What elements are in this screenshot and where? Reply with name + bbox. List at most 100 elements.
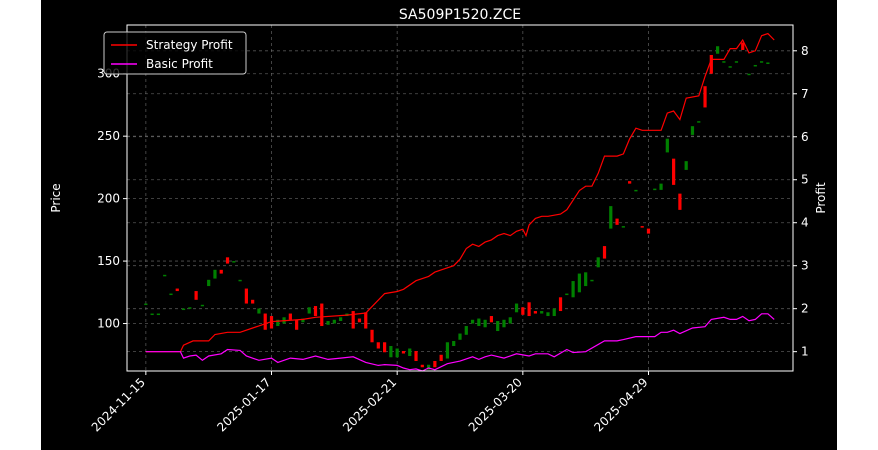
candle [295, 319, 299, 330]
candle [426, 364, 431, 370]
candle [326, 321, 330, 325]
y-right-tick-label: 1 [801, 345, 809, 359]
candle [238, 279, 242, 282]
candle [163, 274, 167, 277]
candle [263, 313, 267, 330]
candle [351, 311, 355, 329]
candle [502, 319, 506, 328]
y-axis-right-label: Profit [814, 182, 828, 214]
candle [276, 319, 280, 327]
y-axis-right: 1 2 3 4 5 6 7 8 [793, 44, 809, 359]
candle [414, 351, 418, 362]
candle [213, 269, 217, 279]
candle [401, 351, 406, 354]
candle [734, 61, 739, 63]
candle [552, 308, 556, 317]
y-left-tick-label: 250 [97, 129, 120, 143]
y-right-tick-label: 5 [801, 173, 809, 187]
candle [244, 288, 248, 304]
y-right-tick-label: 8 [801, 44, 809, 58]
x-axis: 2024-11-15 2025-01-17 2025-02-21 2025-03-20… [89, 371, 651, 434]
strategy-profit-line [145, 32, 775, 353]
candle [546, 312, 550, 317]
y-left-tick-label: 200 [97, 192, 120, 206]
candle [181, 308, 186, 311]
candle [219, 269, 223, 274]
candle [251, 299, 255, 304]
candle [150, 313, 154, 316]
candle [225, 257, 230, 264]
candle [458, 333, 462, 340]
candle [766, 62, 770, 64]
candle [332, 319, 336, 324]
y-left-tick-label: 150 [97, 254, 120, 268]
candle [540, 311, 544, 314]
grid [127, 25, 793, 371]
legend: Strategy Profit Basic Profit [103, 31, 247, 75]
candle [703, 86, 707, 108]
candle [634, 189, 638, 192]
candle [339, 317, 343, 322]
candle [357, 318, 362, 323]
candle [144, 303, 148, 306]
candle [697, 121, 701, 123]
candle [684, 161, 688, 170]
candle [640, 226, 644, 228]
candle [395, 348, 399, 358]
candle [194, 291, 198, 300]
y-right-tick-label: 6 [801, 130, 809, 144]
candle [364, 312, 368, 329]
x-tick-label: 2025-04-29 [591, 375, 650, 434]
y-right-tick-label: 2 [801, 302, 809, 316]
candle [615, 218, 619, 225]
candle [383, 342, 387, 353]
profit-lines [145, 32, 775, 372]
candle [646, 228, 651, 234]
candle [653, 188, 657, 191]
chart-title: SA509P1520.ZCE [399, 7, 521, 23]
candles [144, 42, 770, 370]
candle [370, 329, 374, 343]
candle [533, 311, 537, 314]
legend-box [103, 31, 247, 75]
candle [483, 319, 487, 328]
candle [445, 342, 450, 359]
candle [320, 303, 324, 327]
x-tick-label: 2025-02-21 [340, 375, 399, 434]
candle [596, 257, 600, 268]
candle [464, 326, 468, 335]
candle [672, 158, 676, 185]
candle [722, 61, 726, 63]
candle [420, 364, 424, 368]
candle [288, 313, 292, 320]
chart-svg: 2024-11-15 2025-01-17 2025-02-21 2025-03-20… [49, 7, 828, 434]
candle [156, 313, 161, 316]
basic-profit-line [145, 313, 775, 372]
candle [521, 307, 525, 315]
candle [741, 42, 745, 50]
candle [452, 341, 456, 347]
candle [389, 346, 393, 358]
candle [753, 64, 757, 67]
candle [709, 54, 713, 74]
candle [609, 206, 613, 229]
y-axis-left: 100150200250300 [97, 67, 127, 331]
y-left-tick-label: 100 [97, 317, 120, 331]
candle [433, 361, 437, 368]
candle [690, 126, 695, 135]
candle [376, 342, 380, 349]
candle [584, 272, 588, 287]
candle [747, 73, 751, 76]
y-right-tick-label: 7 [801, 87, 809, 101]
candle [558, 297, 563, 312]
candle [665, 138, 669, 153]
candle [313, 306, 318, 317]
candle [439, 354, 443, 362]
candle [728, 66, 732, 68]
candle [169, 293, 173, 296]
candle [470, 319, 475, 324]
candle [628, 181, 632, 184]
candle [269, 316, 274, 329]
candle [590, 279, 594, 282]
x-tick-label: 2024-11-15 [89, 375, 148, 434]
